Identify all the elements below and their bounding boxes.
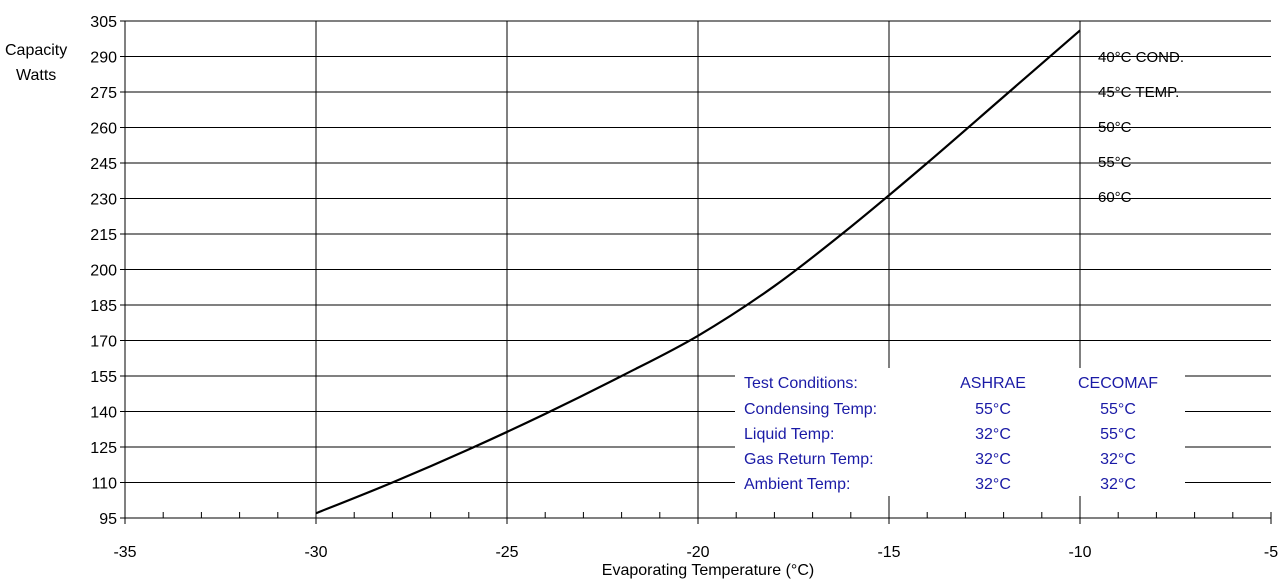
series-layer [315,29,1081,515]
test-conditions-cell: Condensing Temp: [744,401,877,418]
legend-label: 45°C TEMP. [1098,84,1179,101]
y-tick-label: 200 [90,263,117,280]
y-tick-label: 245 [90,156,117,173]
test-conditions-cell: Ambient Temp: [744,476,850,493]
y-axis-title-line-2: Watts [16,67,56,84]
y-tick-label: 230 [90,192,117,209]
test-conditions-header: ASHRAE [960,375,1026,392]
x-tick-label: -25 [495,544,518,561]
test-conditions-cell: 55°C [1100,426,1136,443]
x-tick-label: -20 [686,544,709,561]
series-line [315,29,1081,515]
legend-label: 55°C [1098,154,1132,171]
x-tick-label: -10 [1068,544,1091,561]
test-conditions-cell: 32°C [975,426,1011,443]
test-conditions-cell: Gas Return Temp: [744,451,874,468]
y-tick-label: 110 [91,476,117,493]
y-tick-label: 290 [90,50,117,67]
test-conditions-cell: Liquid Temp: [744,426,834,443]
test-conditions-cell: 32°C [1100,476,1136,493]
minor-ticks [124,512,1272,518]
grid [125,20,1271,518]
axes [120,20,1272,524]
x-tick-label: -30 [304,544,327,561]
x-axis-title: Evaporating Temperature (°C) [602,562,814,579]
y-tick-label: 125 [90,440,117,457]
y-tick-label: 275 [90,85,117,102]
legend-label: 60°C [1098,189,1132,206]
test-conditions-cell: 55°C [975,401,1011,418]
x-tick-label: -35 [113,544,136,561]
test-conditions-cell: 32°C [1100,451,1136,468]
y-tick-label: 260 [90,121,117,138]
y-tick-label: 95 [99,511,117,528]
y-tick-labels: 95 110 125 140 155 170 185 200 215 230 245 260 275 29… [90,14,117,528]
y-tick-label: 215 [90,227,117,244]
y-tick-label: 140 [90,405,117,422]
test-conditions-table: Test Conditions: ASHRAE CECOMAF Condensing … [735,368,1185,496]
x-tick-label: -5 [1264,544,1278,561]
test-conditions-cell: 32°C [975,476,1011,493]
test-conditions-header: CECOMAF [1078,375,1158,392]
y-tick-label: 305 [90,14,117,31]
test-conditions-box [735,368,1185,496]
test-conditions-cell: 32°C [975,451,1011,468]
legend-label: 40°C COND. [1098,49,1184,66]
y-axis-title-line-1: Capacity [5,42,67,59]
x-tick-label: -15 [877,544,900,561]
legend-label: 50°C [1098,119,1132,136]
y-tick-label: 185 [90,298,117,315]
y-tick-label: 155 [90,369,117,386]
y-tick-label: 170 [90,334,117,351]
x-tick-labels: -35 -30 -25 -20 -15 -10 -5 [113,544,1278,561]
test-conditions-header: Test Conditions: [744,375,858,392]
legend: 40°C COND. 45°C TEMP. 50°C 55°C 60°C [1098,49,1184,206]
test-conditions-cell: 55°C [1100,401,1136,418]
